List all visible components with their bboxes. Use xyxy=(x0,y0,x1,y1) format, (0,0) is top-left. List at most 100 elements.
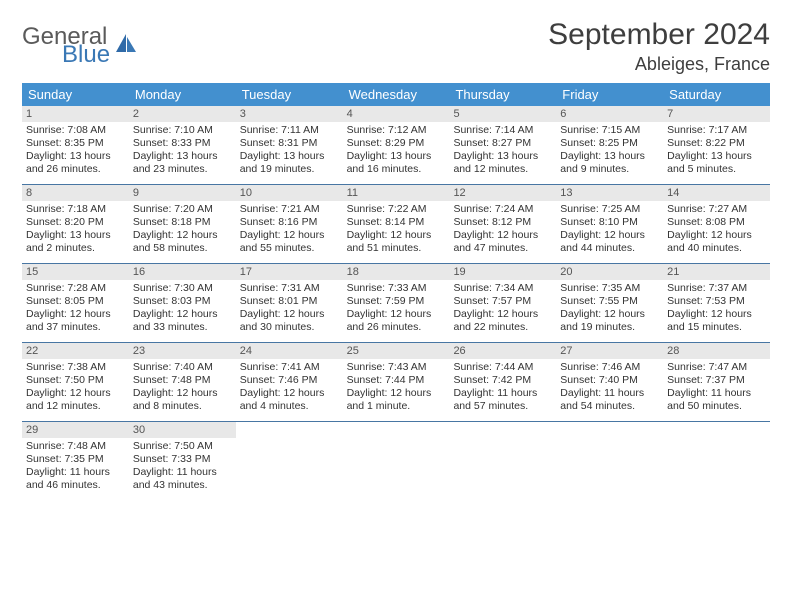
day-number: 8 xyxy=(22,185,129,201)
day-info: Sunrise: 7:33 AMSunset: 7:59 PMDaylight:… xyxy=(343,280,450,335)
day-number: 7 xyxy=(663,106,770,122)
calendar-cell: 14Sunrise: 7:27 AMSunset: 8:08 PMDayligh… xyxy=(663,185,770,263)
calendar-cell: 22Sunrise: 7:38 AMSunset: 7:50 PMDayligh… xyxy=(22,343,129,421)
day-info: Sunrise: 7:18 AMSunset: 8:20 PMDaylight:… xyxy=(22,201,129,256)
day-info: Sunrise: 7:34 AMSunset: 7:57 PMDaylight:… xyxy=(449,280,556,335)
calendar-cell: 29Sunrise: 7:48 AMSunset: 7:35 PMDayligh… xyxy=(22,422,129,500)
calendar-week: 1Sunrise: 7:08 AMSunset: 8:35 PMDaylight… xyxy=(22,106,770,185)
day-number: 6 xyxy=(556,106,663,122)
weekday-header-row: SundayMondayTuesdayWednesdayThursdayFrid… xyxy=(22,83,770,106)
calendar-cell: 24Sunrise: 7:41 AMSunset: 7:46 PMDayligh… xyxy=(236,343,343,421)
day-number: 25 xyxy=(343,343,450,359)
weekday-header: Saturday xyxy=(663,83,770,106)
day-info: Sunrise: 7:25 AMSunset: 8:10 PMDaylight:… xyxy=(556,201,663,256)
calendar-cell: 5Sunrise: 7:14 AMSunset: 8:27 PMDaylight… xyxy=(449,106,556,184)
day-number: 1 xyxy=(22,106,129,122)
calendar-cell: 16Sunrise: 7:30 AMSunset: 8:03 PMDayligh… xyxy=(129,264,236,342)
day-number: 18 xyxy=(343,264,450,280)
calendar-cell: 12Sunrise: 7:24 AMSunset: 8:12 PMDayligh… xyxy=(449,185,556,263)
weekday-header: Tuesday xyxy=(236,83,343,106)
calendar-week: 22Sunrise: 7:38 AMSunset: 7:50 PMDayligh… xyxy=(22,343,770,422)
calendar-cell xyxy=(236,422,343,500)
sail-icon xyxy=(114,32,138,59)
calendar-cell: 23Sunrise: 7:40 AMSunset: 7:48 PMDayligh… xyxy=(129,343,236,421)
calendar-grid: SundayMondayTuesdayWednesdayThursdayFrid… xyxy=(22,83,770,500)
day-number: 16 xyxy=(129,264,236,280)
day-number: 26 xyxy=(449,343,556,359)
day-number: 14 xyxy=(663,185,770,201)
calendar-cell: 25Sunrise: 7:43 AMSunset: 7:44 PMDayligh… xyxy=(343,343,450,421)
day-info: Sunrise: 7:15 AMSunset: 8:25 PMDaylight:… xyxy=(556,122,663,177)
day-number: 19 xyxy=(449,264,556,280)
brand-word2: Blue xyxy=(62,44,110,66)
weekday-header: Thursday xyxy=(449,83,556,106)
day-number: 11 xyxy=(343,185,450,201)
calendar-cell: 17Sunrise: 7:31 AMSunset: 8:01 PMDayligh… xyxy=(236,264,343,342)
day-info: Sunrise: 7:11 AMSunset: 8:31 PMDaylight:… xyxy=(236,122,343,177)
day-info: Sunrise: 7:46 AMSunset: 7:40 PMDaylight:… xyxy=(556,359,663,414)
calendar-cell: 6Sunrise: 7:15 AMSunset: 8:25 PMDaylight… xyxy=(556,106,663,184)
day-info: Sunrise: 7:50 AMSunset: 7:33 PMDaylight:… xyxy=(129,438,236,493)
day-info: Sunrise: 7:44 AMSunset: 7:42 PMDaylight:… xyxy=(449,359,556,414)
day-info: Sunrise: 7:08 AMSunset: 8:35 PMDaylight:… xyxy=(22,122,129,177)
calendar-cell xyxy=(663,422,770,500)
weekday-header: Friday xyxy=(556,83,663,106)
calendar-cell: 21Sunrise: 7:37 AMSunset: 7:53 PMDayligh… xyxy=(663,264,770,342)
calendar-cell xyxy=(449,422,556,500)
day-info: Sunrise: 7:17 AMSunset: 8:22 PMDaylight:… xyxy=(663,122,770,177)
weekday-header: Sunday xyxy=(22,83,129,106)
calendar-cell: 10Sunrise: 7:21 AMSunset: 8:16 PMDayligh… xyxy=(236,185,343,263)
month-title: September 2024 xyxy=(548,18,770,52)
day-number: 28 xyxy=(663,343,770,359)
day-number: 21 xyxy=(663,264,770,280)
day-info: Sunrise: 7:41 AMSunset: 7:46 PMDaylight:… xyxy=(236,359,343,414)
calendar-cell: 27Sunrise: 7:46 AMSunset: 7:40 PMDayligh… xyxy=(556,343,663,421)
calendar-cell: 15Sunrise: 7:28 AMSunset: 8:05 PMDayligh… xyxy=(22,264,129,342)
calendar-cell: 2Sunrise: 7:10 AMSunset: 8:33 PMDaylight… xyxy=(129,106,236,184)
calendar-cell xyxy=(556,422,663,500)
day-number: 27 xyxy=(556,343,663,359)
brand-logo: General Blue xyxy=(22,26,138,65)
calendar-cell: 28Sunrise: 7:47 AMSunset: 7:37 PMDayligh… xyxy=(663,343,770,421)
calendar-cell: 3Sunrise: 7:11 AMSunset: 8:31 PMDaylight… xyxy=(236,106,343,184)
day-number: 23 xyxy=(129,343,236,359)
day-number: 9 xyxy=(129,185,236,201)
calendar-cell: 11Sunrise: 7:22 AMSunset: 8:14 PMDayligh… xyxy=(343,185,450,263)
calendar-cell: 18Sunrise: 7:33 AMSunset: 7:59 PMDayligh… xyxy=(343,264,450,342)
day-info: Sunrise: 7:31 AMSunset: 8:01 PMDaylight:… xyxy=(236,280,343,335)
day-info: Sunrise: 7:24 AMSunset: 8:12 PMDaylight:… xyxy=(449,201,556,256)
day-info: Sunrise: 7:40 AMSunset: 7:48 PMDaylight:… xyxy=(129,359,236,414)
calendar-cell: 7Sunrise: 7:17 AMSunset: 8:22 PMDaylight… xyxy=(663,106,770,184)
day-number: 22 xyxy=(22,343,129,359)
day-info: Sunrise: 7:21 AMSunset: 8:16 PMDaylight:… xyxy=(236,201,343,256)
day-number: 17 xyxy=(236,264,343,280)
day-number: 13 xyxy=(556,185,663,201)
day-number: 10 xyxy=(236,185,343,201)
day-number: 2 xyxy=(129,106,236,122)
calendar-cell: 1Sunrise: 7:08 AMSunset: 8:35 PMDaylight… xyxy=(22,106,129,184)
calendar-cell: 20Sunrise: 7:35 AMSunset: 7:55 PMDayligh… xyxy=(556,264,663,342)
calendar-cell: 8Sunrise: 7:18 AMSunset: 8:20 PMDaylight… xyxy=(22,185,129,263)
day-info: Sunrise: 7:28 AMSunset: 8:05 PMDaylight:… xyxy=(22,280,129,335)
calendar-cell: 30Sunrise: 7:50 AMSunset: 7:33 PMDayligh… xyxy=(129,422,236,500)
day-number: 24 xyxy=(236,343,343,359)
weekday-header: Wednesday xyxy=(343,83,450,106)
day-info: Sunrise: 7:20 AMSunset: 8:18 PMDaylight:… xyxy=(129,201,236,256)
calendar-cell: 9Sunrise: 7:20 AMSunset: 8:18 PMDaylight… xyxy=(129,185,236,263)
day-info: Sunrise: 7:12 AMSunset: 8:29 PMDaylight:… xyxy=(343,122,450,177)
day-number: 3 xyxy=(236,106,343,122)
day-number: 20 xyxy=(556,264,663,280)
day-number: 5 xyxy=(449,106,556,122)
calendar-cell xyxy=(343,422,450,500)
day-info: Sunrise: 7:48 AMSunset: 7:35 PMDaylight:… xyxy=(22,438,129,493)
calendar-week: 15Sunrise: 7:28 AMSunset: 8:05 PMDayligh… xyxy=(22,264,770,343)
day-number: 30 xyxy=(129,422,236,438)
day-number: 4 xyxy=(343,106,450,122)
calendar-cell: 19Sunrise: 7:34 AMSunset: 7:57 PMDayligh… xyxy=(449,264,556,342)
day-info: Sunrise: 7:38 AMSunset: 7:50 PMDaylight:… xyxy=(22,359,129,414)
calendar-cell: 13Sunrise: 7:25 AMSunset: 8:10 PMDayligh… xyxy=(556,185,663,263)
day-info: Sunrise: 7:27 AMSunset: 8:08 PMDaylight:… xyxy=(663,201,770,256)
calendar-week: 29Sunrise: 7:48 AMSunset: 7:35 PMDayligh… xyxy=(22,422,770,500)
day-info: Sunrise: 7:35 AMSunset: 7:55 PMDaylight:… xyxy=(556,280,663,335)
day-info: Sunrise: 7:43 AMSunset: 7:44 PMDaylight:… xyxy=(343,359,450,414)
